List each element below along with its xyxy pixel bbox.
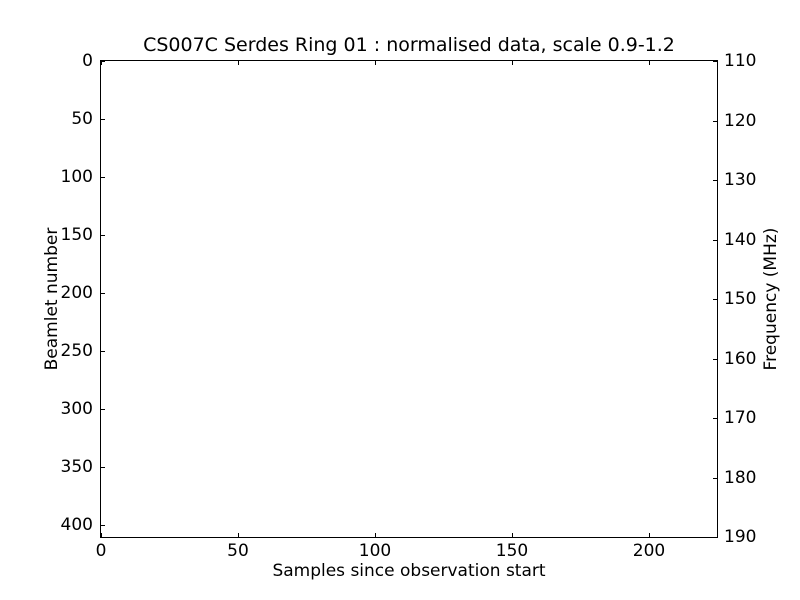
y-tick-right <box>713 537 717 538</box>
x-tick-top <box>375 61 376 65</box>
y-tick-label-right: 170 <box>724 408 757 428</box>
y-tick-label-right: 110 <box>724 51 757 71</box>
y-tick-right <box>713 121 717 122</box>
y-tick-label-left: 50 <box>71 109 93 129</box>
x-tick-bottom <box>649 533 650 537</box>
x-tick-bottom <box>101 533 102 537</box>
x-tick-label: 200 <box>632 541 666 561</box>
y-tick-label-right: 150 <box>724 289 757 309</box>
y-tick-right <box>713 61 717 62</box>
chart-title: CS007C Serdes Ring 01 : normalised data,… <box>143 34 675 56</box>
x-tick-top <box>238 61 239 65</box>
x-axis-label: Samples since observation start <box>272 561 546 581</box>
y-tick-left <box>101 61 105 62</box>
y-tick-left <box>101 467 105 468</box>
y-tick-label-right: 130 <box>724 170 757 190</box>
y-tick-right <box>713 359 717 360</box>
y-tick-right <box>713 240 717 241</box>
x-tick-label: 50 <box>227 541 249 561</box>
y-tick-left <box>101 293 105 294</box>
y-tick-label-left: 350 <box>60 457 93 477</box>
y-tick-label-right: 180 <box>724 468 757 488</box>
y-tick-label-right: 140 <box>724 230 757 250</box>
x-tick-bottom <box>238 533 239 537</box>
y-tick-label-right: 190 <box>724 527 757 547</box>
y-tick-right <box>713 478 717 479</box>
y-tick-right <box>713 180 717 181</box>
x-tick-bottom <box>512 533 513 537</box>
y-tick-label-left: 100 <box>60 167 93 187</box>
x-tick-top <box>649 61 650 65</box>
y-tick-left <box>101 409 105 410</box>
x-tick-top <box>512 61 513 65</box>
x-tick-label: 150 <box>495 541 529 561</box>
x-tick-label: 100 <box>358 541 392 561</box>
plot-area <box>100 60 718 538</box>
y-tick-left <box>101 351 105 352</box>
y-tick-label-left: 0 <box>82 51 93 71</box>
y-tick-label-left: 300 <box>60 399 93 419</box>
y-tick-left <box>101 235 105 236</box>
y-tick-right <box>713 418 717 419</box>
y-tick-left <box>101 525 105 526</box>
y-tick-label-left: 200 <box>60 283 93 303</box>
x-tick-label: 0 <box>95 541 107 561</box>
y-tick-right <box>713 299 717 300</box>
y-tick-label-left: 400 <box>60 515 93 535</box>
x-tick-bottom <box>375 533 376 537</box>
y-tick-label-left: 250 <box>60 341 93 361</box>
x-tick-top <box>101 61 102 65</box>
y-tick-label-right: 160 <box>724 349 757 369</box>
y-axis-label-right: Frequency (MHz) <box>761 227 781 371</box>
y-tick-label-right: 120 <box>724 111 757 131</box>
y-tick-left <box>101 177 105 178</box>
y-tick-left <box>101 119 105 120</box>
y-tick-label-left: 150 <box>60 225 93 245</box>
